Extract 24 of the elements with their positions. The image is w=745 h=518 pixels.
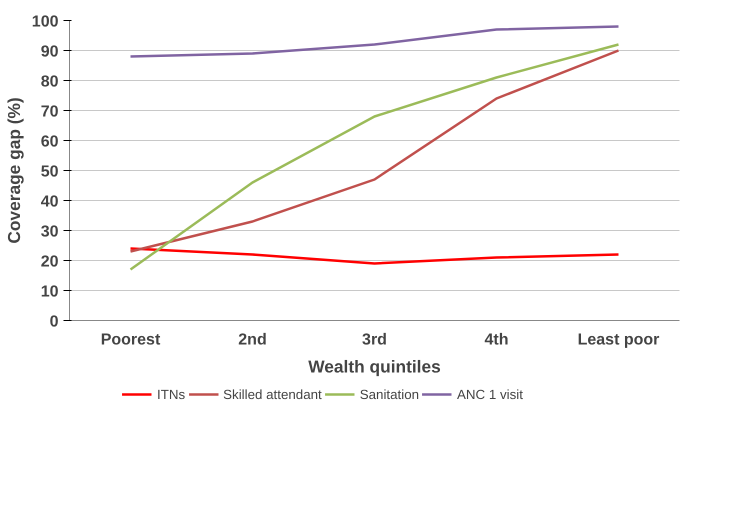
y-tick-label: 30 bbox=[40, 224, 59, 240]
y-tick-label: 50 bbox=[40, 164, 59, 180]
y-tick-label: 40 bbox=[40, 194, 59, 210]
line-series bbox=[129, 25, 620, 58]
x-tick-label: Least poor bbox=[578, 332, 660, 348]
x-tick-label: 4th bbox=[484, 332, 508, 348]
legend-label: ITNs bbox=[157, 386, 186, 402]
y-tick-label: 70 bbox=[40, 104, 59, 120]
y-tick-label: 10 bbox=[40, 284, 59, 300]
line-series bbox=[129, 247, 620, 265]
y-tick-label: 60 bbox=[40, 134, 59, 150]
y-axis-title: Coverage gap (%) bbox=[4, 97, 24, 244]
y-tick-label: 100 bbox=[32, 14, 59, 30]
legend-label: ANC 1 visit bbox=[457, 386, 523, 402]
legend-label: Skilled attendant bbox=[223, 386, 322, 402]
x-tick-label: 3rd bbox=[362, 332, 387, 348]
x-axis-title: Wealth quintiles bbox=[308, 356, 441, 376]
y-tick-label: 90 bbox=[40, 44, 59, 60]
legend-label: Sanitation bbox=[360, 386, 420, 402]
y-tick-label: 80 bbox=[40, 74, 59, 90]
x-tick-label: Poorest bbox=[100, 332, 161, 348]
y-tick-label: 20 bbox=[40, 254, 59, 270]
x-tick-label: 2nd bbox=[238, 332, 267, 348]
y-tick-label: 0 bbox=[50, 314, 59, 330]
